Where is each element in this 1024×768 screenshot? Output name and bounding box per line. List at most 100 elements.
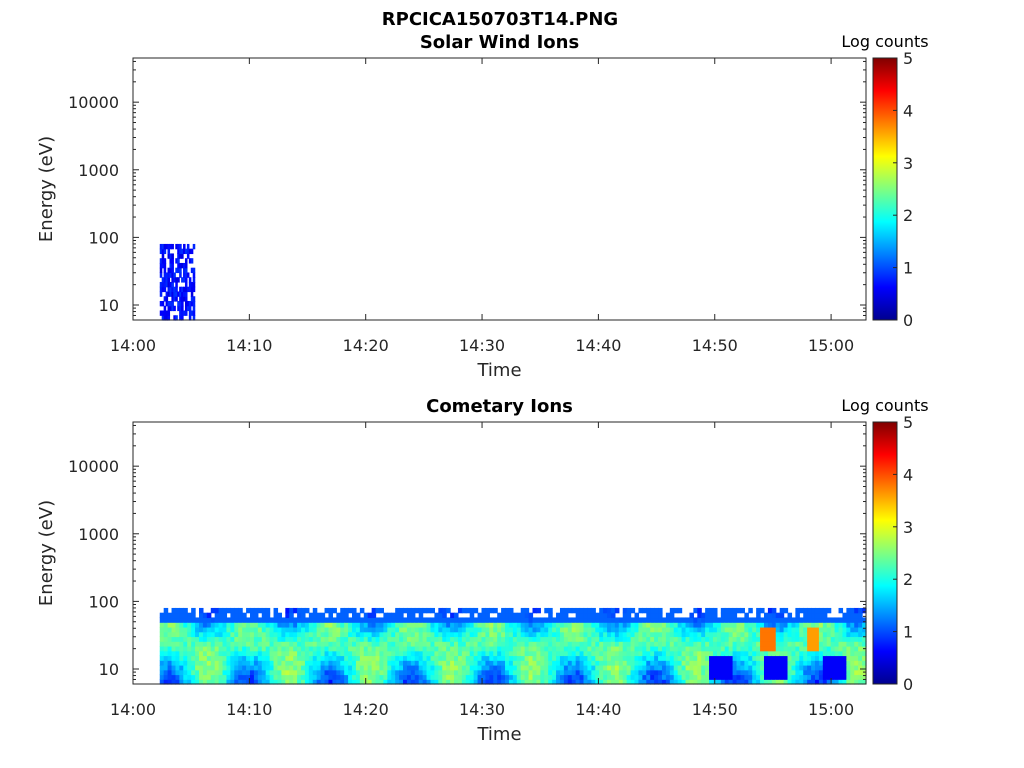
spectrogram-cell bbox=[826, 650, 832, 657]
spectrogram-cell bbox=[454, 626, 459, 633]
spectrogram-cell bbox=[399, 626, 404, 633]
spectrogram-cell bbox=[783, 617, 789, 623]
spectrogram-cell bbox=[497, 650, 502, 657]
spectrogram-cell bbox=[807, 612, 812, 619]
spectrogram-cell bbox=[167, 636, 173, 642]
spectrogram-cell bbox=[210, 679, 216, 685]
spectrogram-cell bbox=[387, 612, 392, 619]
spectrogram-cell bbox=[430, 617, 436, 623]
spectrogram-cell bbox=[705, 674, 710, 680]
spectrogram-cell bbox=[524, 617, 530, 623]
spectrogram-cell bbox=[481, 636, 487, 642]
spectrogram-cell bbox=[461, 607, 467, 614]
spectrogram-cell bbox=[181, 310, 184, 316]
spectrogram-cell bbox=[171, 641, 177, 647]
spectrogram-cell bbox=[795, 655, 800, 661]
spectrogram-cell bbox=[858, 617, 863, 623]
spectrogram-cell bbox=[285, 655, 290, 661]
spectrogram-cell bbox=[728, 641, 734, 647]
spectrogram-cell bbox=[163, 645, 169, 652]
spectrogram-cell bbox=[442, 660, 447, 666]
spectrogram-cell bbox=[379, 645, 385, 652]
spectrogram-cell bbox=[340, 617, 345, 623]
spectrogram-cell bbox=[285, 650, 290, 657]
spectrogram-cell bbox=[732, 612, 738, 619]
spectrogram-cell bbox=[395, 641, 400, 647]
spectrogram-cell bbox=[826, 669, 832, 676]
spectrogram-cell bbox=[689, 636, 694, 642]
spectrogram-cell bbox=[748, 641, 753, 647]
spectrogram-cell bbox=[238, 669, 243, 676]
spectrogram-cell bbox=[532, 660, 538, 666]
spectrogram-cell bbox=[677, 617, 683, 623]
x-tick-label: 14:10 bbox=[226, 700, 272, 719]
spectrogram-cell bbox=[862, 660, 867, 666]
spectrogram-cell bbox=[830, 626, 836, 633]
spectrogram-cell bbox=[169, 253, 172, 259]
spectrogram-cell bbox=[803, 617, 808, 623]
spectrogram-cell bbox=[175, 291, 178, 297]
spectrogram-cell bbox=[697, 679, 702, 685]
spectrogram-cell bbox=[363, 641, 369, 647]
spectrogram-cell bbox=[579, 660, 585, 666]
spectrogram-cell bbox=[234, 626, 239, 633]
spectrogram-cell bbox=[285, 622, 290, 628]
spectrogram-cell bbox=[807, 655, 812, 661]
spectrogram-cell bbox=[442, 617, 447, 623]
spectrogram-cell bbox=[238, 626, 243, 633]
spectrogram-cell bbox=[359, 617, 365, 623]
spectrogram-cell bbox=[626, 607, 632, 614]
spectrogram-cell bbox=[803, 645, 808, 652]
spectrogram-cell bbox=[418, 655, 424, 661]
spectrogram-cell bbox=[760, 679, 765, 685]
spectrogram-cell bbox=[188, 281, 192, 288]
spectrogram-cell bbox=[281, 664, 286, 671]
spectrogram-cell bbox=[348, 607, 353, 614]
spectrogram-cell bbox=[489, 650, 494, 657]
spectrogram-cell bbox=[591, 631, 596, 638]
spectrogram-cell bbox=[446, 607, 451, 614]
spectrogram-cell bbox=[701, 679, 706, 685]
spectrogram-cell bbox=[783, 645, 789, 652]
spectrogram-cell bbox=[473, 660, 479, 666]
spectrogram-cell bbox=[846, 626, 851, 633]
spectrogram-cell bbox=[169, 300, 172, 307]
spectrogram-cell bbox=[842, 679, 847, 685]
spectrogram-cell bbox=[752, 641, 757, 647]
colorbar-tick-label: 3 bbox=[903, 154, 913, 173]
spectrogram-cell bbox=[473, 645, 479, 652]
spectrogram-cell bbox=[355, 636, 361, 642]
spectrogram-cell bbox=[862, 617, 867, 623]
spectrogram-cell bbox=[161, 281, 165, 288]
spectrogram-cell bbox=[163, 272, 167, 278]
spectrogram-cell bbox=[293, 631, 298, 638]
spectrogram-cell bbox=[454, 679, 459, 685]
spectrogram-cell bbox=[183, 277, 186, 283]
spectrogram-cell bbox=[242, 641, 247, 647]
spectrogram-cell bbox=[167, 645, 173, 652]
spectrogram-cell bbox=[192, 315, 196, 321]
spectrogram-cell bbox=[818, 626, 824, 633]
spectrogram-cell bbox=[599, 674, 604, 680]
spectrogram-cell bbox=[198, 645, 204, 652]
spectrogram-cell bbox=[387, 622, 392, 628]
spectrogram-cell bbox=[858, 669, 863, 676]
spectrogram-cell bbox=[854, 674, 859, 680]
spectrogram-cell bbox=[175, 277, 178, 283]
spectrogram-cell bbox=[756, 674, 761, 680]
spectrogram-cell bbox=[709, 641, 714, 647]
spectrogram-cell bbox=[579, 645, 585, 652]
spectrogram-cell bbox=[250, 650, 255, 657]
spectrogram-cell bbox=[340, 607, 345, 614]
spectrogram-cell bbox=[195, 664, 200, 671]
spectrogram-cell bbox=[771, 636, 777, 642]
spectrogram-cell bbox=[461, 674, 467, 680]
spectrogram-cell bbox=[438, 641, 443, 647]
spectrogram-cell bbox=[406, 669, 412, 676]
spectrogram-cell bbox=[607, 617, 612, 623]
spectrogram-cell bbox=[289, 622, 294, 628]
spectrogram-cell bbox=[501, 641, 506, 647]
spectrogram-cell bbox=[234, 607, 239, 614]
spectrogram-cell bbox=[685, 650, 691, 657]
spectrogram-cell bbox=[516, 631, 522, 638]
